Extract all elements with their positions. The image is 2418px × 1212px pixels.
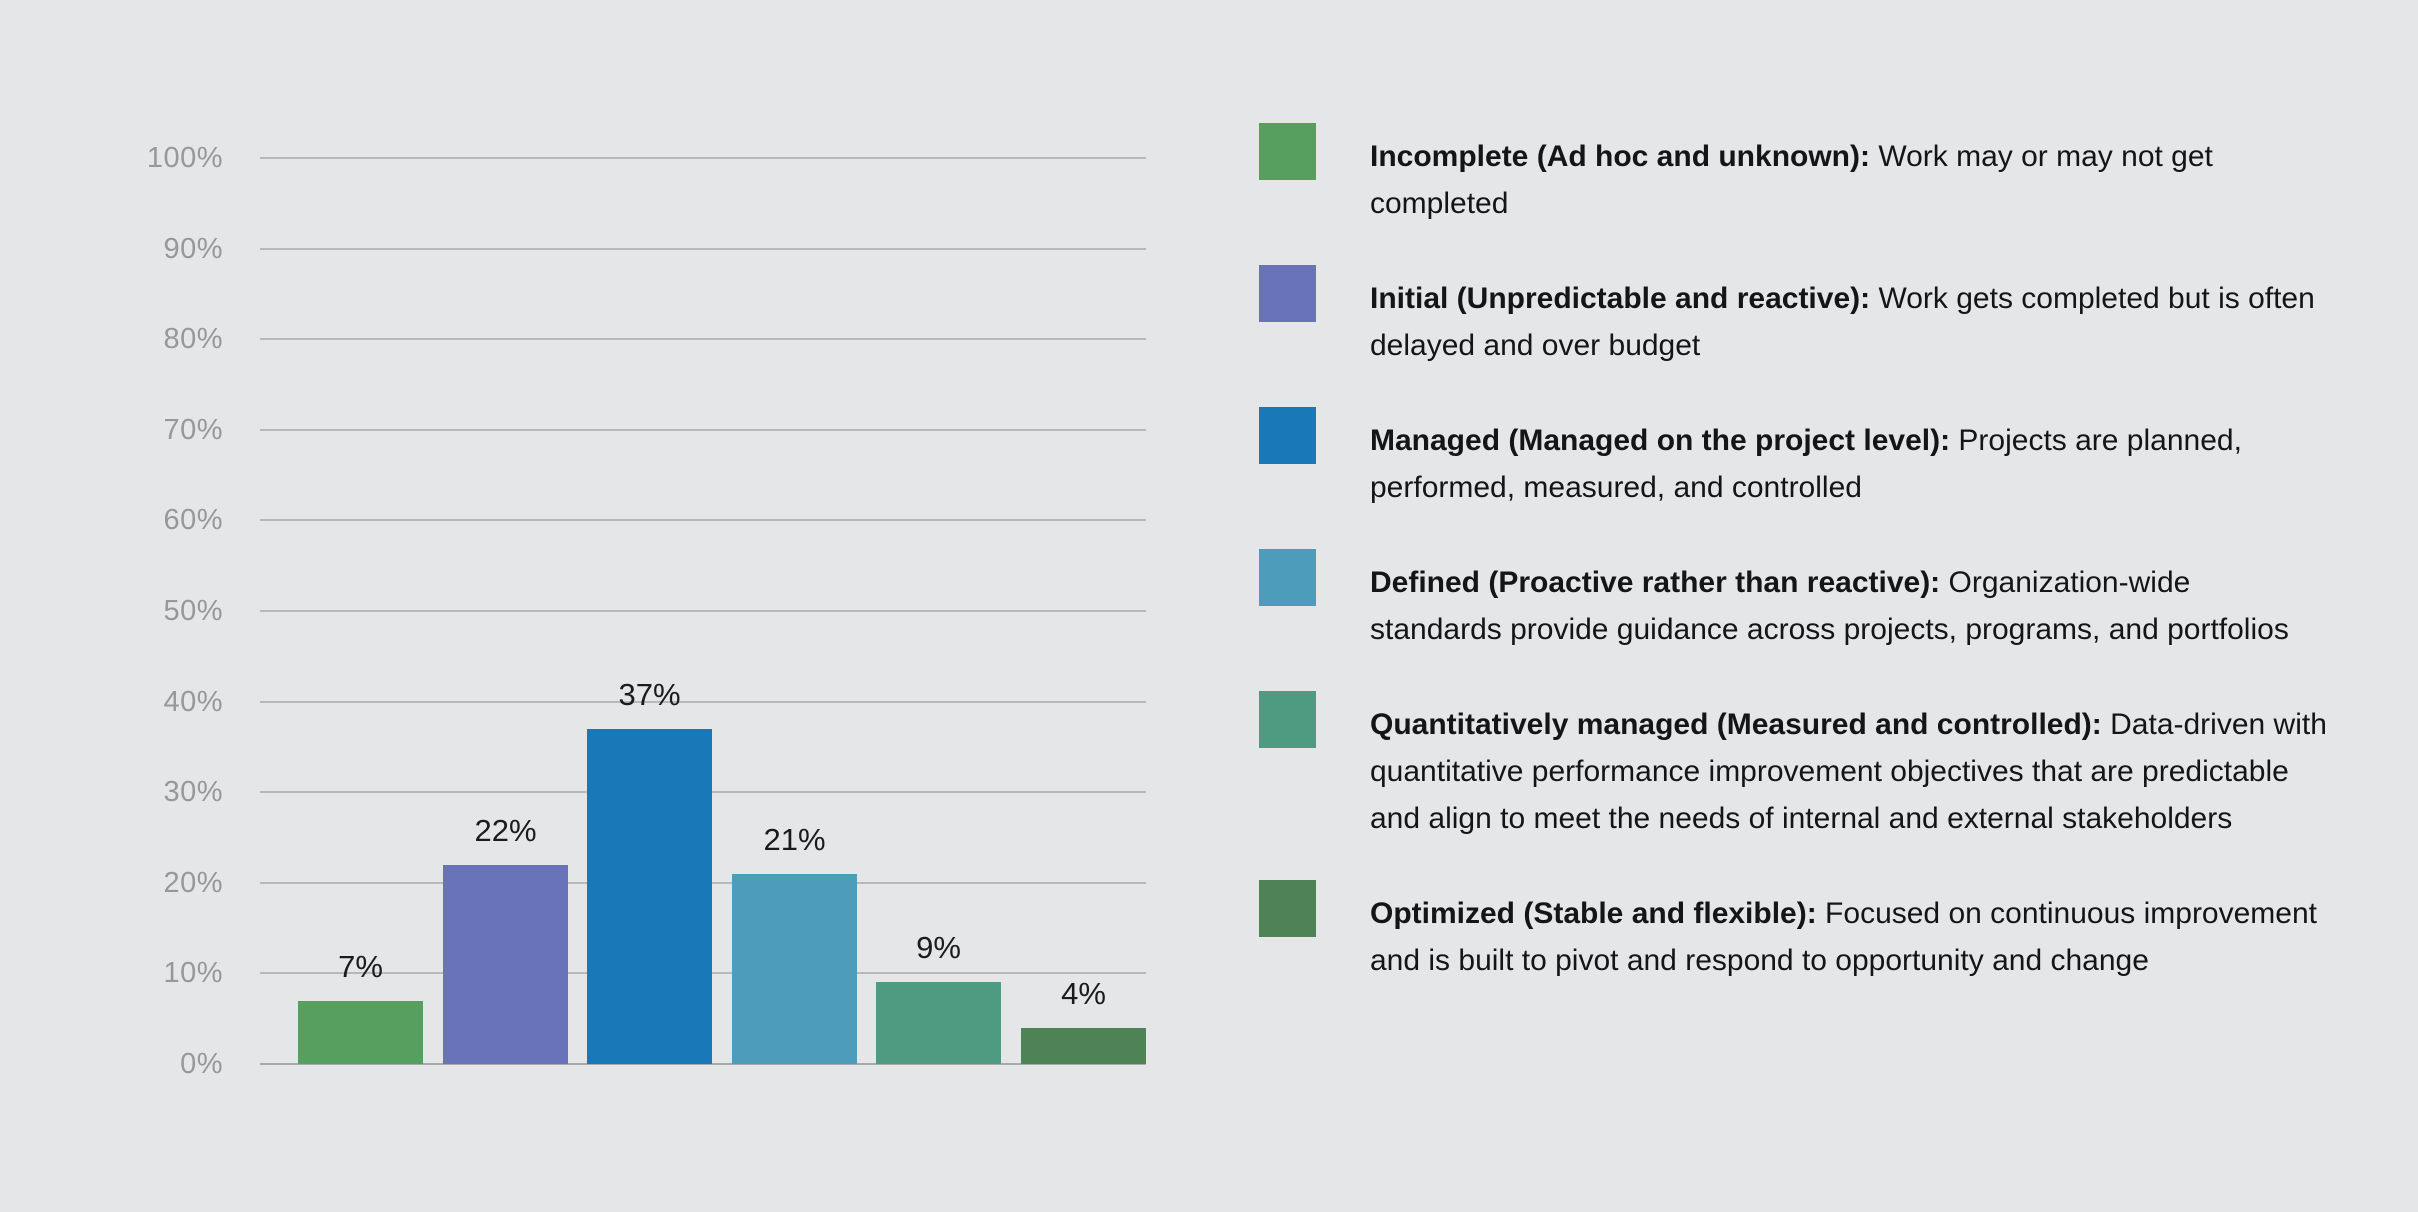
y-axis-tick-label: 10%: [163, 957, 223, 990]
bar-value-label: 21%: [763, 822, 826, 857]
legend-item: Initial (Unpredictable and reactive): Wo…: [1259, 265, 2379, 369]
legend-item: Defined (Proactive rather than reactive)…: [1259, 549, 2379, 653]
bar-optimized: [1021, 1028, 1146, 1064]
legend-term: Managed (Managed on the project level):: [1370, 424, 1951, 457]
bar-managed: [587, 729, 712, 1064]
legend-item-text: Incomplete (Ad hoc and unknown): Work ma…: [1370, 133, 2330, 227]
plot-area: 7% 22% 37% 21% 9% 4%: [260, 157, 1146, 1065]
y-axis-tick-label: 90%: [163, 232, 223, 265]
legend-item: Incomplete (Ad hoc and unknown): Work ma…: [1259, 123, 2379, 227]
y-axis-tick-label: 0%: [180, 1048, 223, 1080]
y-axis-tick-label: 50%: [163, 595, 223, 627]
y-axis-tick-label: 20%: [163, 866, 223, 899]
bar-defined: [732, 874, 857, 1064]
bar-value-label: 4%: [1061, 976, 1106, 1011]
gridline: [260, 247, 1146, 250]
legend-swatch: [1259, 265, 1316, 322]
y-axis-tick-label: 80%: [163, 323, 223, 356]
legend-description: Data-driven with quantitative performanc…: [1370, 708, 2327, 835]
legend-term: Initial (Unpredictable and reactive):: [1370, 282, 1871, 315]
bar-value-label: 37%: [618, 677, 681, 712]
legend-term: Defined (Proactive rather than reactive)…: [1370, 566, 1941, 599]
y-axis-tick-label: 100%: [146, 142, 223, 174]
bar-value-label: 7%: [338, 949, 383, 984]
legend-description: Focused on continuous improvement and is…: [1370, 897, 2317, 977]
legend-swatch: [1259, 691, 1316, 748]
legend-description: Projects are planned, performed, measure…: [1370, 424, 2242, 504]
legend-item-text: Managed (Managed on the project level): …: [1370, 417, 2330, 511]
bar-value-label: 9%: [916, 930, 961, 965]
legend-item-text: Initial (Unpredictable and reactive): Wo…: [1370, 275, 2330, 369]
gridline: [260, 338, 1146, 341]
legend-item-text: Optimized (Stable and flexible): Focused…: [1370, 890, 2330, 984]
legend-swatch: [1259, 549, 1316, 606]
bar-initial: [443, 865, 568, 1064]
legend-item: Quantitatively managed (Measured and con…: [1259, 691, 2379, 842]
y-axis-tick-label: 70%: [163, 413, 223, 446]
legend-swatch: [1259, 407, 1316, 464]
legend-description: Organization-wide standards provide guid…: [1370, 566, 2289, 646]
legend-description: Work may or may not get completed: [1370, 140, 2213, 220]
legend-item-text: Defined (Proactive rather than reactive)…: [1370, 559, 2330, 653]
legend-term: Quantitatively managed (Measured and con…: [1370, 708, 2102, 741]
y-axis-tick-label: 60%: [163, 504, 223, 537]
legend-item-text: Quantitatively managed (Measured and con…: [1370, 701, 2330, 842]
gridline: [260, 700, 1146, 703]
y-axis-tick-label: 40%: [163, 685, 223, 718]
legend-swatch: [1259, 123, 1316, 180]
legend-swatch: [1259, 880, 1316, 937]
gridline: [260, 157, 1146, 159]
gridline: [260, 428, 1146, 431]
gridline: [260, 610, 1146, 612]
bar-value-label: 22%: [474, 813, 537, 848]
legend-item: Optimized (Stable and flexible): Focused…: [1259, 880, 2379, 984]
y-axis-tick-label: 30%: [163, 776, 223, 809]
legend-description: Work gets completed but is often delayed…: [1370, 282, 2315, 362]
legend-term: Optimized (Stable and flexible):: [1370, 897, 1817, 930]
legend-item: Managed (Managed on the project level): …: [1259, 407, 2379, 511]
bar-quantitatively: [876, 982, 1001, 1064]
gridline: [260, 1063, 1146, 1065]
legend-term: Incomplete (Ad hoc and unknown):: [1370, 140, 1870, 173]
bar-incomplete: [298, 1001, 423, 1064]
chart-legend: Incomplete (Ad hoc and unknown): Work ma…: [1259, 123, 2379, 1022]
gridline: [260, 519, 1146, 522]
